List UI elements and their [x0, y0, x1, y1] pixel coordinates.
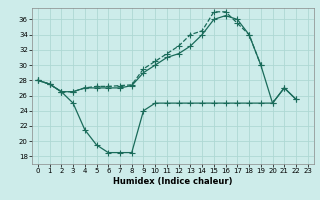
- X-axis label: Humidex (Indice chaleur): Humidex (Indice chaleur): [113, 177, 233, 186]
